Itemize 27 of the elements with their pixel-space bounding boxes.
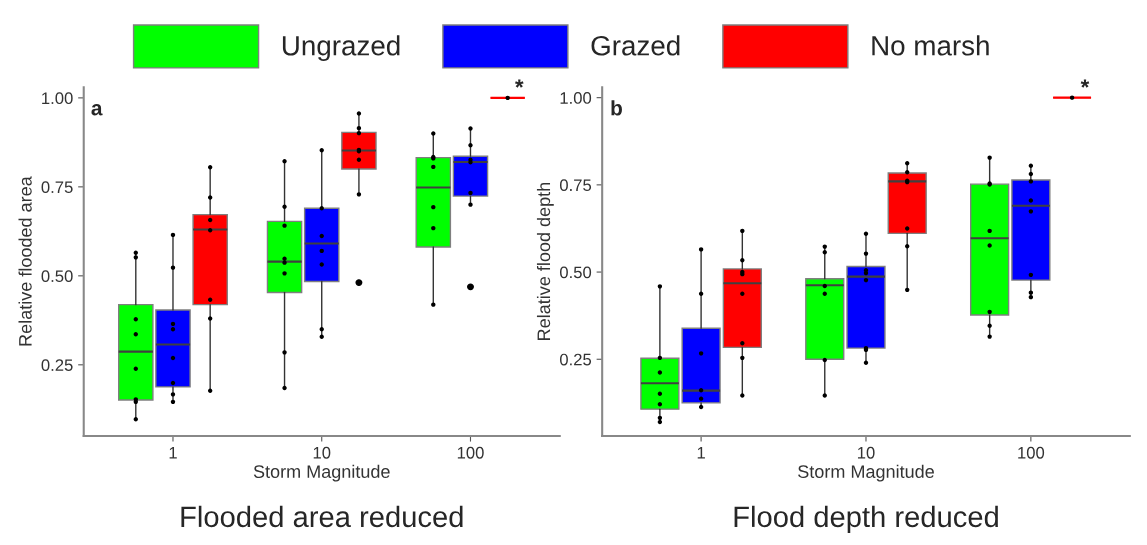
- annotation: a: [91, 104, 103, 116]
- legend-label: No marsh: [872, 35, 989, 56]
- x-tick-label: 100: [457, 446, 484, 459]
- y-tick-label: 0.50: [41, 270, 73, 283]
- y-tick-label: 1.00: [560, 92, 592, 104]
- y-axis-title: Relative flood depth: [536, 182, 554, 340]
- y-tick-label: 0.25: [559, 353, 592, 366]
- x-axis-title: Storm Magnitude: [798, 464, 934, 482]
- y-tick-label: 0.25: [41, 359, 73, 372]
- x-tick-label: 1: [697, 447, 705, 459]
- x-tick-label: 1: [169, 447, 177, 459]
- legend-label: Ungrazed: [282, 35, 400, 62]
- y-axis-title: Relative flooded area: [18, 176, 32, 346]
- y-tick-label: 0.75: [559, 179, 592, 192]
- y-tick-label: 1.00: [42, 92, 73, 105]
- text: Flooded area reduced: [181, 505, 463, 528]
- text: Flood depth reduced: [734, 505, 998, 533]
- x-axis-title: Storm Magnitude: [253, 464, 390, 482]
- x-tick-label: 10: [313, 446, 331, 459]
- x-tick-label: 10: [857, 446, 875, 459]
- annotation: *: [1080, 79, 1090, 88]
- legend-label: Grazed: [591, 35, 680, 56]
- y-tick-label: 0.50: [559, 266, 592, 279]
- x-tick-label: 100: [1018, 446, 1045, 459]
- annotation: b: [611, 100, 622, 116]
- y-tick-label: 0.75: [41, 181, 73, 194]
- annotation: *: [515, 79, 524, 88]
